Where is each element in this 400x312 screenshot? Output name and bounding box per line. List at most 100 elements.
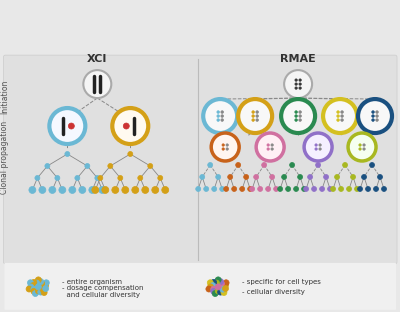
Circle shape: [372, 111, 374, 113]
Circle shape: [295, 115, 298, 117]
Circle shape: [220, 187, 225, 192]
Circle shape: [328, 187, 332, 192]
Circle shape: [252, 115, 254, 117]
Circle shape: [68, 123, 74, 129]
Circle shape: [358, 187, 362, 192]
Circle shape: [138, 175, 143, 180]
Circle shape: [304, 187, 308, 192]
Circle shape: [32, 290, 38, 296]
Circle shape: [34, 280, 40, 286]
Circle shape: [290, 163, 295, 168]
Circle shape: [212, 290, 218, 296]
Circle shape: [207, 280, 213, 286]
Circle shape: [374, 187, 378, 192]
Circle shape: [217, 111, 220, 113]
Circle shape: [112, 187, 119, 193]
Circle shape: [142, 187, 149, 193]
Circle shape: [274, 187, 279, 192]
Circle shape: [214, 280, 220, 286]
Circle shape: [315, 148, 317, 150]
Circle shape: [208, 163, 213, 168]
Circle shape: [30, 283, 36, 289]
Circle shape: [221, 284, 227, 290]
Circle shape: [128, 152, 133, 157]
Circle shape: [215, 288, 221, 294]
Circle shape: [35, 277, 41, 283]
Circle shape: [85, 163, 90, 168]
Circle shape: [270, 174, 275, 179]
Circle shape: [89, 187, 96, 193]
FancyBboxPatch shape: [4, 55, 397, 264]
Circle shape: [228, 174, 233, 179]
Circle shape: [376, 115, 378, 117]
Circle shape: [38, 289, 44, 295]
Circle shape: [299, 87, 301, 89]
Circle shape: [254, 174, 259, 179]
Circle shape: [158, 175, 163, 180]
Circle shape: [203, 99, 237, 133]
Circle shape: [49, 108, 85, 144]
Circle shape: [248, 187, 253, 192]
Circle shape: [35, 175, 40, 180]
Circle shape: [348, 133, 376, 161]
Circle shape: [95, 175, 100, 180]
Circle shape: [320, 187, 324, 192]
Circle shape: [59, 187, 66, 193]
Circle shape: [211, 286, 217, 292]
Circle shape: [256, 133, 284, 161]
Circle shape: [266, 187, 271, 192]
Circle shape: [252, 119, 254, 121]
Circle shape: [376, 119, 378, 121]
Text: - dosage compensation
  and cellular diversity: - dosage compensation and cellular diver…: [62, 285, 144, 298]
Circle shape: [43, 285, 49, 291]
Circle shape: [31, 280, 37, 285]
Circle shape: [267, 148, 269, 150]
Circle shape: [271, 144, 273, 146]
Circle shape: [152, 187, 159, 193]
Circle shape: [372, 115, 374, 117]
Text: - specific for cell types: - specific for cell types: [242, 279, 321, 285]
Circle shape: [98, 175, 103, 180]
Circle shape: [216, 174, 221, 179]
Circle shape: [123, 123, 129, 129]
Circle shape: [238, 99, 272, 133]
Circle shape: [218, 289, 224, 295]
Circle shape: [286, 187, 291, 192]
Circle shape: [206, 286, 212, 292]
Circle shape: [39, 280, 45, 287]
Circle shape: [83, 70, 111, 98]
Circle shape: [45, 163, 50, 168]
Circle shape: [240, 187, 245, 192]
Circle shape: [256, 111, 258, 113]
Circle shape: [69, 187, 76, 193]
Circle shape: [39, 187, 46, 193]
Circle shape: [211, 288, 217, 294]
Text: Clonal propagation: Clonal propagation: [0, 120, 9, 193]
Circle shape: [341, 111, 343, 113]
Circle shape: [132, 187, 139, 193]
Circle shape: [221, 119, 224, 121]
Circle shape: [298, 174, 303, 179]
Circle shape: [217, 119, 220, 121]
FancyBboxPatch shape: [4, 263, 396, 310]
Circle shape: [271, 148, 273, 150]
Circle shape: [319, 148, 321, 150]
Circle shape: [323, 99, 357, 133]
Circle shape: [295, 83, 297, 85]
Circle shape: [337, 119, 339, 121]
Circle shape: [341, 115, 343, 117]
Circle shape: [299, 111, 302, 113]
Circle shape: [218, 280, 224, 287]
Circle shape: [382, 187, 386, 192]
Circle shape: [29, 187, 36, 193]
Circle shape: [222, 148, 224, 150]
Circle shape: [358, 99, 392, 133]
Circle shape: [295, 111, 298, 113]
Circle shape: [324, 174, 328, 179]
Circle shape: [262, 163, 267, 168]
Circle shape: [282, 174, 287, 179]
Text: XCI: XCI: [87, 54, 108, 64]
Circle shape: [378, 174, 382, 179]
Circle shape: [211, 133, 239, 161]
Circle shape: [218, 279, 224, 285]
